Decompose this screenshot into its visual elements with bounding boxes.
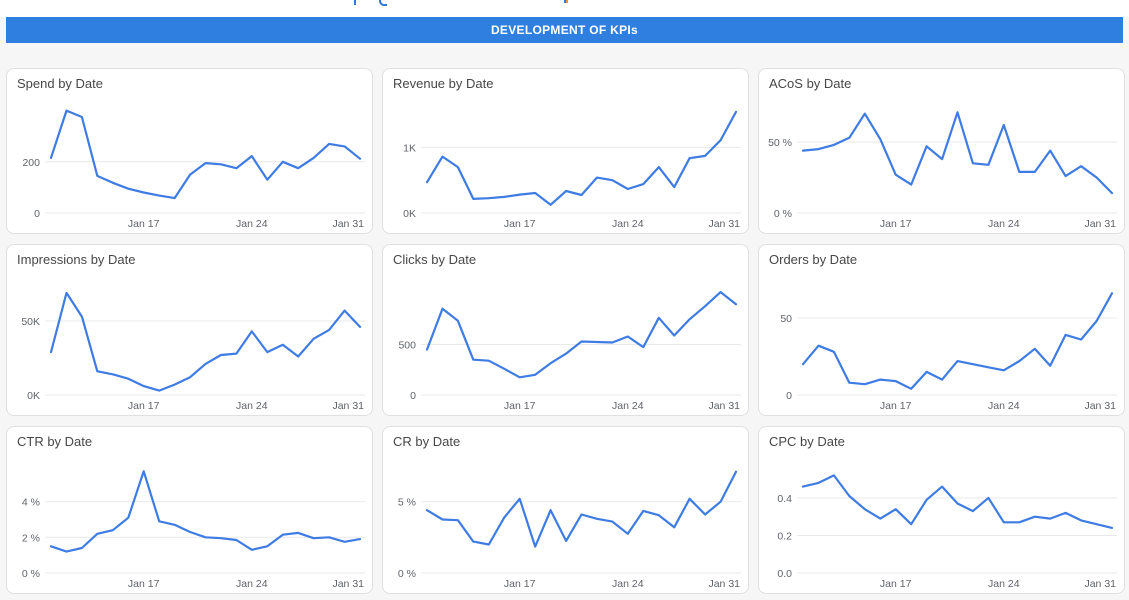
svg-text:Jan 17: Jan 17 (880, 400, 912, 412)
chart-card-acos: ACoS by Date 0 % 50 % Jan 17 Jan 24 Jan 31 (758, 68, 1125, 234)
svg-text:Jan 24: Jan 24 (988, 578, 1020, 590)
chart-title-ctr: CTR by Date (17, 434, 93, 449)
chart-title-impressions: Impressions by Date (17, 252, 136, 267)
line-chart-cpc[interactable]: 0.0 0.2 0.4 Jan 17 Jan 24 Jan 31 (759, 458, 1124, 593)
line-chart-impressions[interactable]: 0K 50K Jan 17 Jan 24 Jan 31 (7, 276, 372, 415)
chart-card-ctr: CTR by Date 0 % 2 % 4 % Jan 17 Jan 24 Jan 31 (6, 426, 373, 594)
line-chart-cr[interactable]: 0 % 5 % Jan 17 Jan 24 Jan 31 (383, 458, 748, 593)
chart-card-orders: Orders by Date 0 50 Jan 17 Jan 24 Jan 31 (758, 244, 1125, 416)
cropped-text-fragment (354, 0, 356, 5)
svg-text:Jan 24: Jan 24 (988, 218, 1020, 230)
chart-card-clicks: Clicks by Date 0 500 Jan 17 Jan 24 Jan 31 (382, 244, 749, 416)
svg-text:Jan 17: Jan 17 (128, 218, 160, 230)
svg-text:0.4: 0.4 (777, 493, 792, 505)
svg-text:0 %: 0 % (22, 568, 40, 580)
svg-text:50 %: 50 % (768, 137, 792, 149)
svg-text:1K: 1K (403, 142, 416, 154)
svg-text:200: 200 (22, 157, 40, 169)
line-chart-ctr[interactable]: 0 % 2 % 4 % Jan 17 Jan 24 Jan 31 (7, 458, 372, 593)
line-chart-clicks[interactable]: 0 500 Jan 17 Jan 24 Jan 31 (383, 276, 748, 415)
chart-card-cr: CR by Date 0 % 5 % Jan 17 Jan 24 Jan 31 (382, 426, 749, 594)
svg-text:Jan 31: Jan 31 (708, 400, 740, 412)
svg-text:0.0: 0.0 (777, 568, 792, 580)
svg-text:Jan 24: Jan 24 (988, 400, 1020, 412)
svg-text:Jan 31: Jan 31 (708, 218, 740, 230)
svg-text:0: 0 (34, 208, 40, 220)
svg-text:Jan 31: Jan 31 (1084, 578, 1116, 590)
chart-title-orders: Orders by Date (769, 252, 858, 267)
top-cropped-strip (0, 0, 1129, 17)
chart-card-revenue: Revenue by Date 0K 1K Jan 17 Jan 24 Jan 31 (382, 68, 749, 234)
cropped-icon-fragment (566, 0, 568, 3)
svg-text:Jan 24: Jan 24 (612, 400, 644, 412)
svg-text:Jan 31: Jan 31 (332, 578, 364, 590)
chart-title-cpc: CPC by Date (769, 434, 845, 449)
svg-text:Jan 17: Jan 17 (504, 400, 536, 412)
svg-text:Jan 17: Jan 17 (128, 578, 160, 590)
kpi-chart-grid: Spend by Date 0 200 Jan 17 Jan 24 Jan 31 Rev… (6, 68, 1125, 594)
svg-text:50K: 50K (21, 316, 40, 328)
svg-text:Jan 24: Jan 24 (236, 218, 268, 230)
svg-text:Jan 17: Jan 17 (504, 578, 536, 590)
svg-text:Jan 31: Jan 31 (1084, 218, 1116, 230)
svg-text:Jan 17: Jan 17 (880, 218, 912, 230)
svg-text:0.2: 0.2 (777, 531, 792, 543)
svg-text:Jan 31: Jan 31 (332, 218, 364, 230)
line-chart-revenue[interactable]: 0K 1K Jan 17 Jan 24 Jan 31 (383, 100, 748, 233)
cropped-icon-fragment (564, 0, 566, 3)
svg-text:0: 0 (786, 390, 792, 402)
chart-card-impressions: Impressions by Date 0K 50K Jan 17 Jan 24 Jan… (6, 244, 373, 416)
svg-text:2 %: 2 % (22, 532, 40, 544)
svg-text:Jan 31: Jan 31 (1084, 400, 1116, 412)
svg-text:Jan 24: Jan 24 (612, 218, 644, 230)
svg-text:Jan 17: Jan 17 (880, 578, 912, 590)
svg-text:5 %: 5 % (398, 497, 416, 509)
svg-text:Jan 24: Jan 24 (236, 400, 268, 412)
line-chart-spend[interactable]: 0 200 Jan 17 Jan 24 Jan 31 (7, 100, 372, 233)
svg-text:Jan 31: Jan 31 (708, 578, 740, 590)
cropped-text-fragment (379, 0, 387, 6)
chart-card-spend: Spend by Date 0 200 Jan 17 Jan 24 Jan 31 (6, 68, 373, 234)
svg-text:50: 50 (780, 313, 792, 325)
section-header-title: DEVELOPMENT OF KPIs (490, 23, 639, 37)
svg-text:0 %: 0 % (774, 208, 792, 220)
chart-title-clicks: Clicks by Date (393, 252, 477, 267)
svg-text:0 %: 0 % (398, 568, 416, 580)
line-chart-acos[interactable]: 0 % 50 % Jan 17 Jan 24 Jan 31 (759, 100, 1124, 233)
chart-title-revenue: Revenue by Date (393, 76, 494, 91)
section-header-development-of-kpis: DEVELOPMENT OF KPIs (6, 17, 1123, 43)
svg-text:Jan 24: Jan 24 (236, 578, 268, 590)
svg-text:0: 0 (410, 390, 416, 402)
chart-title-cr: CR by Date (393, 434, 461, 449)
svg-text:0K: 0K (403, 208, 416, 220)
svg-text:Jan 24: Jan 24 (612, 578, 644, 590)
svg-text:500: 500 (398, 340, 416, 352)
svg-text:4 %: 4 % (22, 497, 40, 509)
line-chart-orders[interactable]: 0 50 Jan 17 Jan 24 Jan 31 (759, 276, 1124, 415)
svg-text:Jan 17: Jan 17 (128, 400, 160, 412)
svg-text:Jan 17: Jan 17 (504, 218, 536, 230)
svg-text:Jan 31: Jan 31 (332, 400, 364, 412)
chart-title-spend: Spend by Date (17, 76, 104, 91)
chart-title-acos: ACoS by Date (769, 76, 852, 91)
chart-card-cpc: CPC by Date 0.0 0.2 0.4 Jan 17 Jan 24 Jan 31 (758, 426, 1125, 594)
svg-text:0K: 0K (27, 390, 40, 402)
